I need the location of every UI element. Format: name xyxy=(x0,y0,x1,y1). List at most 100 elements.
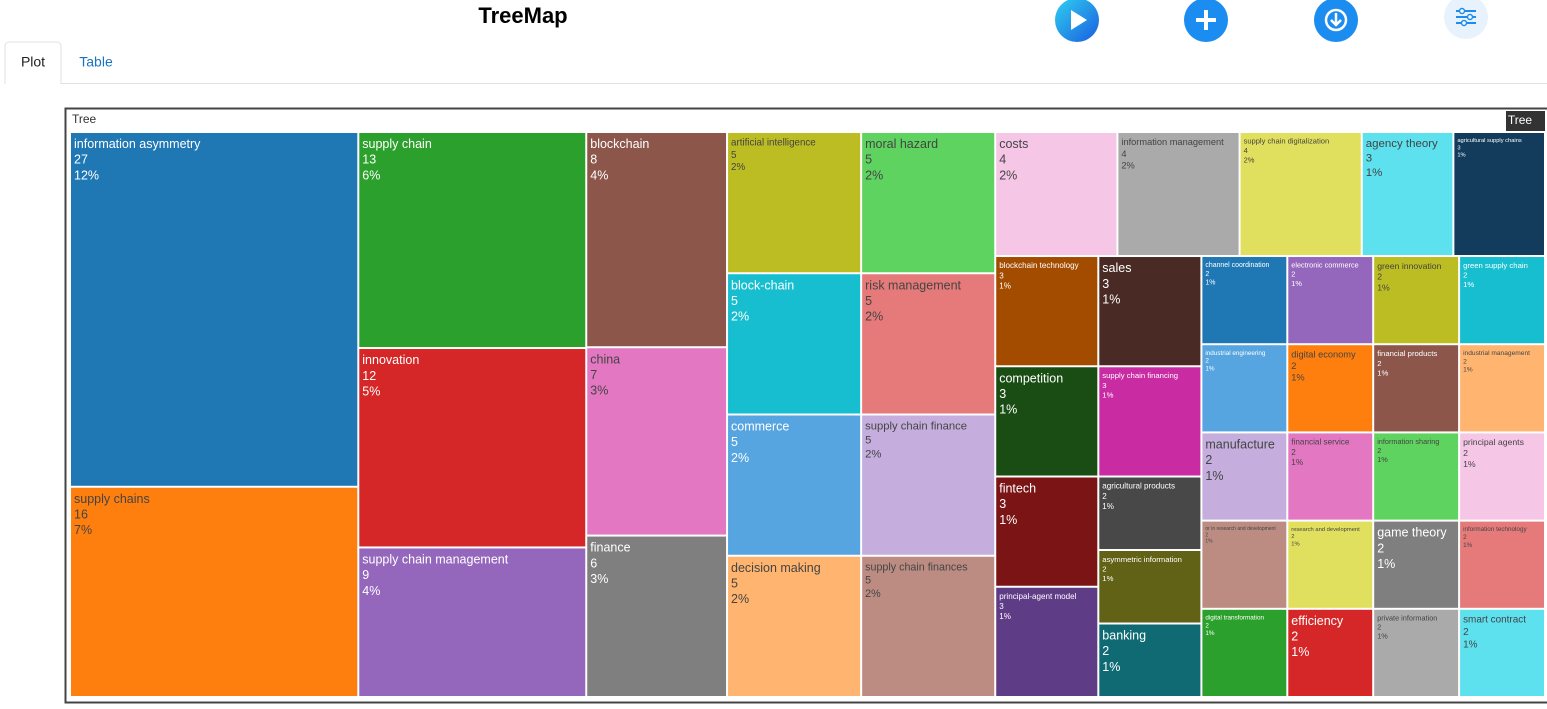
tile-label: banking xyxy=(1102,629,1146,643)
tile-percent: 1% xyxy=(1205,539,1213,545)
tile-percent: 1% xyxy=(1377,282,1390,292)
tile xyxy=(996,133,1116,255)
tile-percent: 5% xyxy=(362,384,380,398)
tile-label: decision making xyxy=(731,561,821,575)
tile-value: 3 xyxy=(999,387,1006,401)
tile xyxy=(71,133,357,486)
tile-percent: 1% xyxy=(1205,280,1215,287)
tile-percent: 1% xyxy=(1377,455,1388,464)
tile xyxy=(71,488,357,696)
tile-percent: 1% xyxy=(1205,630,1215,637)
tile-label: manufacture xyxy=(1205,438,1275,452)
tile-percent: 1% xyxy=(1463,280,1474,289)
tile-value: 3 xyxy=(1102,277,1109,291)
tile-label: supply chain finance xyxy=(865,421,967,433)
tile-percent: 1% xyxy=(1366,167,1383,179)
tile-label: competition xyxy=(999,371,1063,385)
tile xyxy=(1374,345,1458,431)
tile-label: research and development xyxy=(1291,527,1360,533)
tile-percent: 1% xyxy=(1102,390,1113,399)
tile-value: 2 xyxy=(1463,358,1467,365)
tile-percent: 2% xyxy=(865,168,883,182)
tile-label: supply chains xyxy=(74,492,150,506)
tile-percent: 1% xyxy=(1205,469,1223,483)
tile-label: smart contract xyxy=(1463,615,1526,626)
download-button[interactable] xyxy=(1314,0,1358,42)
tile-value: 2 xyxy=(1102,565,1106,574)
tile xyxy=(359,548,585,696)
tile-value: 5 xyxy=(731,294,738,308)
tab-table[interactable]: Table xyxy=(79,54,113,70)
tile-value: 16 xyxy=(74,508,88,522)
tile xyxy=(1288,257,1372,343)
tile xyxy=(1374,610,1458,696)
tile-percent: 1% xyxy=(1291,279,1302,288)
tile-label: information management xyxy=(1121,137,1224,147)
tile-value: 9 xyxy=(362,568,369,582)
tile-value: 5 xyxy=(865,575,871,587)
tile-percent: 1% xyxy=(1102,502,1114,511)
tab-plot[interactable]: Plot xyxy=(21,54,45,70)
tile-label: innovation xyxy=(362,353,419,367)
tile-percent: 1% xyxy=(1463,542,1473,549)
tile-value: 2 xyxy=(1463,627,1469,638)
tile-label: financial products xyxy=(1377,349,1437,358)
tile-percent: 1% xyxy=(999,513,1017,527)
tile-label: information sharing xyxy=(1377,437,1439,446)
tile xyxy=(359,349,585,546)
tile-value: 3 xyxy=(999,271,1004,280)
tile-percent: 3% xyxy=(590,384,608,398)
tile-label: digital transformation xyxy=(1205,614,1264,621)
tile-percent: 1% xyxy=(1377,557,1395,571)
pathbar-label[interactable]: Tree xyxy=(1508,113,1533,127)
tile-percent: 1% xyxy=(1291,373,1304,383)
tile-label: china xyxy=(590,352,620,366)
tile xyxy=(587,348,726,534)
tile-value: 3 xyxy=(1457,145,1460,151)
tile-value: 8 xyxy=(590,153,597,167)
tile xyxy=(1460,345,1544,431)
tile-value: 5 xyxy=(865,294,872,308)
tile-label: supply chain financing xyxy=(1102,371,1178,380)
tile-percent: 2% xyxy=(865,310,883,324)
tile-value: 5 xyxy=(865,153,872,167)
tile-value: 2 xyxy=(1291,361,1296,371)
tile-percent: 1% xyxy=(1102,292,1120,306)
tile-percent: 3% xyxy=(590,572,608,586)
tile-value: 4 xyxy=(1244,146,1248,155)
play-button[interactable] xyxy=(1055,0,1099,42)
tile-value: 6 xyxy=(590,556,597,570)
tile-label: blockchain xyxy=(590,137,649,151)
tile-label: information asymmetry xyxy=(74,137,201,151)
add-button[interactable] xyxy=(1184,0,1228,42)
tile-value: 2 xyxy=(1377,541,1384,555)
tile-label: artificial intelligence xyxy=(731,138,816,149)
tile-value: 5 xyxy=(731,576,738,590)
tile-percent: 12% xyxy=(74,168,99,182)
tile-label: financial service xyxy=(1291,438,1350,447)
tile-label: supply chain digitalization xyxy=(1244,137,1330,146)
tile-percent: 1% xyxy=(1291,458,1303,467)
tile-value: 2 xyxy=(1463,534,1467,541)
tile-percent: 1% xyxy=(999,612,1011,621)
tile-percent: 4% xyxy=(590,168,608,182)
tile-label: principal-agent model xyxy=(999,592,1076,601)
tile-value: 2 xyxy=(1377,622,1381,631)
tile-value: 2 xyxy=(1291,270,1295,279)
tile-label: electronic commerce xyxy=(1291,261,1358,270)
tile xyxy=(1202,345,1286,431)
tile-label: agricultural products xyxy=(1102,482,1175,491)
tile-percent: 2% xyxy=(865,588,881,600)
tile-label: digital economy xyxy=(1291,349,1356,359)
tile-percent: 2% xyxy=(865,449,881,461)
tile xyxy=(587,133,726,346)
tile-value: 2 xyxy=(1377,359,1381,368)
tile-percent: 2% xyxy=(731,451,749,465)
tile-value: 12 xyxy=(362,369,376,383)
tile-percent: 2% xyxy=(731,310,749,324)
tile-label: green supply chain xyxy=(1463,261,1528,270)
settings-button[interactable] xyxy=(1444,0,1488,39)
tile-value: 2 xyxy=(1463,271,1467,280)
tile-value: 2 xyxy=(1377,446,1381,455)
